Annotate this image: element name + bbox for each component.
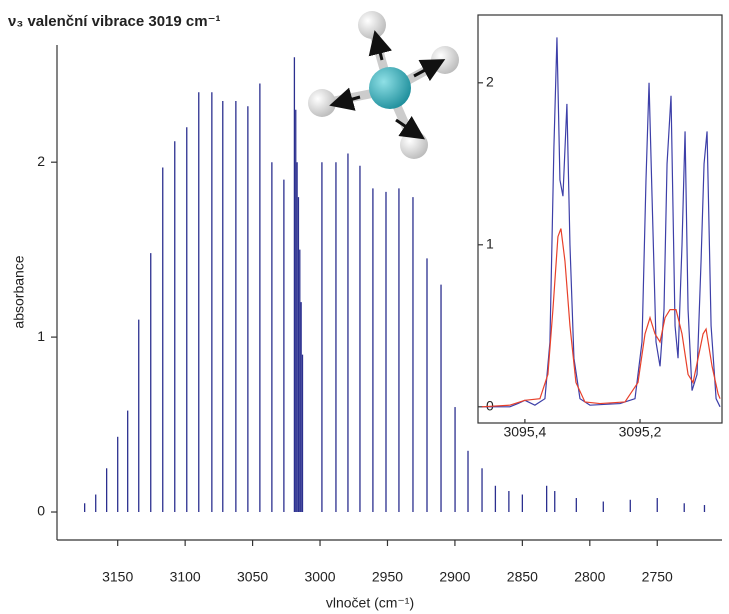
- chart-title: ν₃ valenční vibrace 3019 cm⁻¹: [8, 13, 220, 30]
- x-tick-label: 3095,2: [619, 424, 662, 440]
- y-tick-label: 0: [37, 503, 45, 519]
- x-tick-label: 3000: [304, 569, 335, 585]
- methane-molecule: [308, 11, 459, 159]
- main-chart: 0 1 2 3150 3100 3050 3000 2950 2900 2850 2800 2750: [37, 45, 722, 585]
- y-tick-label: 2: [37, 153, 45, 169]
- y-tick-label: 1: [486, 236, 494, 252]
- x-tick-label: 3050: [237, 569, 268, 585]
- x-axis-label: vlnočet (cm⁻¹): [326, 595, 414, 611]
- series-line: [481, 37, 721, 408]
- series-line: [481, 228, 721, 408]
- x-tick-label: 3100: [170, 569, 201, 585]
- x-tick-label: 2950: [372, 569, 403, 585]
- y-axis-label: absorbance: [11, 255, 27, 328]
- x-tick-label: 2900: [439, 569, 470, 585]
- y-tick-label: 1: [37, 328, 45, 344]
- x-tick-label: 3150: [102, 569, 133, 585]
- y-tick-label: 2: [486, 74, 494, 90]
- x-tick-label: 2850: [507, 569, 538, 585]
- inset-chart: 0 1 2 3095,4 3095,2: [477, 14, 723, 440]
- x-tick-label: 3095,4: [503, 424, 546, 440]
- x-tick-label: 2800: [574, 569, 605, 585]
- inset-frame: [477, 14, 723, 424]
- y-tick-label: 0: [486, 398, 494, 414]
- x-tick-label: 2750: [642, 569, 673, 585]
